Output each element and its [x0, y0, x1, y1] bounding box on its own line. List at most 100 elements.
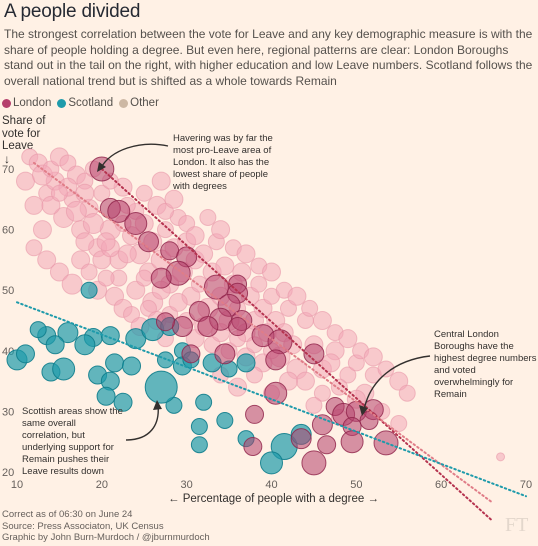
annotation-scotland: correlation, but [22, 430, 85, 441]
annotation-central-london: Remain [434, 389, 467, 400]
data-point-other [168, 292, 188, 312]
trend-line-scotland [16, 301, 527, 498]
data-point-scotland [100, 326, 120, 346]
data-point-scotland [195, 393, 213, 411]
data-point-other [50, 184, 68, 202]
annotation-scotland: Scottish areas show the [22, 406, 123, 417]
legend-swatch-other [119, 98, 129, 108]
data-point-scotland [15, 344, 35, 364]
legend: London Scotland Other [2, 97, 159, 109]
data-point-other [49, 262, 69, 282]
data-point-other [199, 208, 217, 226]
data-point-scotland [29, 321, 47, 339]
data-point-other [80, 263, 98, 281]
annotation-havering: with degrees [172, 181, 227, 192]
annotation-havering: Havering was by far the [173, 133, 273, 144]
trend-line-other [32, 161, 494, 504]
data-point-london [373, 430, 399, 456]
data-point-london [317, 435, 337, 455]
y-tick-label: 20 [2, 467, 14, 479]
annotation-central-london: highest degree numbers [434, 353, 537, 364]
data-point-scotland [52, 357, 76, 381]
data-point-other [82, 213, 104, 235]
legend-swatch-london [2, 98, 11, 108]
data-point-other [65, 200, 87, 222]
data-point-london [301, 450, 327, 476]
trend-line-london [100, 168, 494, 522]
data-point-other [313, 384, 331, 402]
legend-item-scotland: Scotland [57, 97, 113, 109]
annotation-scotland: Remain pushes their [22, 454, 109, 465]
data-point-other [37, 250, 57, 270]
data-point-scotland [216, 411, 234, 429]
data-point-other [389, 371, 409, 391]
data-point-london [181, 344, 201, 364]
y-tick-label: 70 [2, 164, 14, 176]
annotation-central-london: and voted [434, 365, 476, 376]
annotation-arrow-central [363, 355, 431, 411]
data-point-other [390, 415, 408, 433]
x-tick-label: 50 [350, 479, 362, 491]
data-point-other [32, 220, 52, 240]
annotation-scotland: underlying support for [22, 442, 114, 453]
data-point-other [96, 232, 116, 252]
data-point-other [185, 226, 205, 246]
x-axis-label: ← Percentage of people with a degree → [168, 493, 379, 505]
footer-source: Source: Press Associaton, UK Census [2, 520, 164, 532]
data-point-london [303, 343, 325, 365]
footer: Correct as of 06:30 on June 24 Source: P… [2, 509, 210, 544]
ft-watermark: FT [505, 514, 529, 536]
x-tick-label: 20 [96, 479, 108, 491]
data-point-other [117, 244, 137, 264]
data-point-other [262, 262, 281, 282]
chart-title: A people divided [4, 1, 141, 22]
data-point-london [107, 199, 131, 223]
annotation-havering: London. It also has the [173, 157, 269, 168]
data-point-scotland [190, 418, 208, 436]
data-point-london [214, 343, 236, 365]
x-tick-label: 10 [11, 479, 23, 491]
data-point-other [301, 299, 319, 317]
y-tick-label: 50 [2, 285, 14, 297]
legend-item-other: Other [119, 97, 159, 109]
y-axis-label: Share of vote for Leave [2, 115, 62, 153]
data-point-other [71, 250, 91, 270]
footer-credit: Graphic by John Burn-Murdoch / @jburnmur… [2, 532, 210, 543]
data-point-london [197, 316, 219, 338]
data-point-other [97, 269, 115, 287]
data-point-other [253, 298, 273, 318]
data-point-london [155, 312, 175, 332]
data-point-london [160, 241, 180, 261]
x-tick-label: 60 [435, 479, 447, 491]
annotation-arrow-havering [100, 143, 169, 169]
data-point-scotland [236, 353, 256, 373]
data-point-other [398, 384, 416, 402]
data-point-london [265, 349, 287, 371]
legend-label-london: London [13, 97, 52, 109]
data-point-other [25, 239, 43, 257]
data-point-other [312, 311, 332, 330]
data-point-london [203, 274, 229, 300]
y-axis-label-line: vote for [2, 127, 41, 140]
data-point-other [295, 371, 315, 391]
data-point-other [41, 195, 61, 215]
data-point-london [228, 317, 248, 337]
x-tick-label: 70 [520, 479, 532, 491]
data-point-other [61, 273, 83, 295]
data-point-london [171, 316, 193, 338]
x-tick-label: 30 [181, 479, 193, 491]
data-point-other [236, 244, 256, 264]
data-point-other [164, 189, 184, 209]
data-point-other [363, 347, 383, 367]
arrow-head-havering [97, 162, 106, 172]
data-point-london [243, 437, 263, 457]
data-point-other [24, 195, 44, 215]
data-point-scotland [105, 353, 125, 373]
annotation-havering: most pro-Leave area of [173, 145, 272, 156]
data-point-other [496, 452, 506, 462]
legend-label-other: Other [130, 97, 159, 109]
data-point-other [126, 280, 146, 300]
legend-label-scotland: Scotland [68, 97, 114, 109]
data-point-scotland [144, 370, 178, 404]
